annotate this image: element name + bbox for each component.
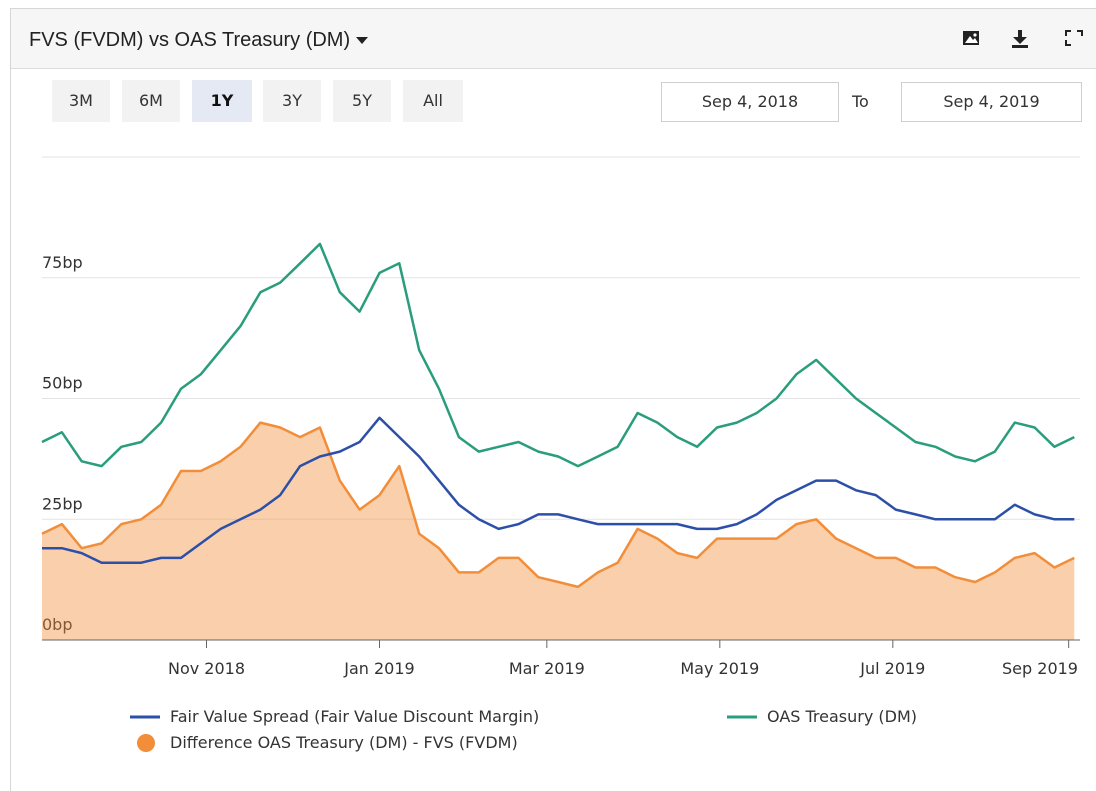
range-button[interactable]: 6M [122, 80, 180, 122]
x-tick-label: Jan 2019 [343, 659, 414, 678]
chart-panel: FVS (FVDM) vs OAS Treasury (DM) [10, 8, 1096, 791]
to-label: To [852, 92, 869, 111]
range-button[interactable]: 3Y [263, 80, 321, 122]
legend-item: Difference OAS Treasury (DM) - FVS (FVDM… [137, 733, 518, 752]
legend-item: OAS Treasury (DM) [727, 707, 917, 726]
x-tick-label: Mar 2019 [509, 659, 585, 678]
image-icon[interactable] [963, 31, 979, 45]
dropdown-caret [356, 37, 369, 45]
line [41, 242, 1075, 468]
chart-title: FVS (FVDM) vs OAS Treasury (DM) [29, 29, 351, 51]
y-tick-label: 50bp [42, 374, 83, 393]
fullscreen-icon[interactable] [1065, 30, 1083, 46]
legend-label: Fair Value Spread (Fair Value Discount M… [170, 707, 539, 726]
header-icons [963, 30, 1083, 48]
y-tick-label: 25bp [42, 494, 83, 513]
x-tick-label: May 2019 [680, 659, 759, 678]
panel-header: FVS (FVDM) vs OAS Treasury (DM) [11, 9, 1096, 69]
range-button[interactable]: All [403, 80, 463, 122]
chart-selector[interactable]: FVS (FVDM) vs OAS Treasury (DM) [29, 29, 369, 52]
area [42, 422, 1075, 640]
y-tick-label: 0bp [42, 615, 73, 634]
date-from-input[interactable]: Sep 4, 2018 [661, 82, 839, 122]
download-icon[interactable] [1012, 30, 1028, 48]
range-button[interactable]: 3M [52, 80, 110, 122]
legend-swatch [137, 734, 155, 752]
range-button[interactable]: 5Y [333, 80, 391, 122]
x-tick-label: Sep 2019 [1002, 659, 1078, 678]
x-tick-label: Nov 2018 [168, 659, 245, 678]
date-to-input[interactable]: Sep 4, 2019 [901, 82, 1082, 122]
line [42, 416, 1075, 564]
legend-label: OAS Treasury (DM) [767, 707, 917, 726]
line [41, 421, 1075, 589]
range-button[interactable]: 1Y [192, 80, 252, 122]
x-tick-label: Jul 2019 [859, 659, 925, 678]
legend-item: Fair Value Spread (Fair Value Discount M… [130, 707, 539, 726]
legend-label: Difference OAS Treasury (DM) - FVS (FVDM… [170, 733, 518, 752]
y-tick-label: 75bp [42, 253, 83, 272]
